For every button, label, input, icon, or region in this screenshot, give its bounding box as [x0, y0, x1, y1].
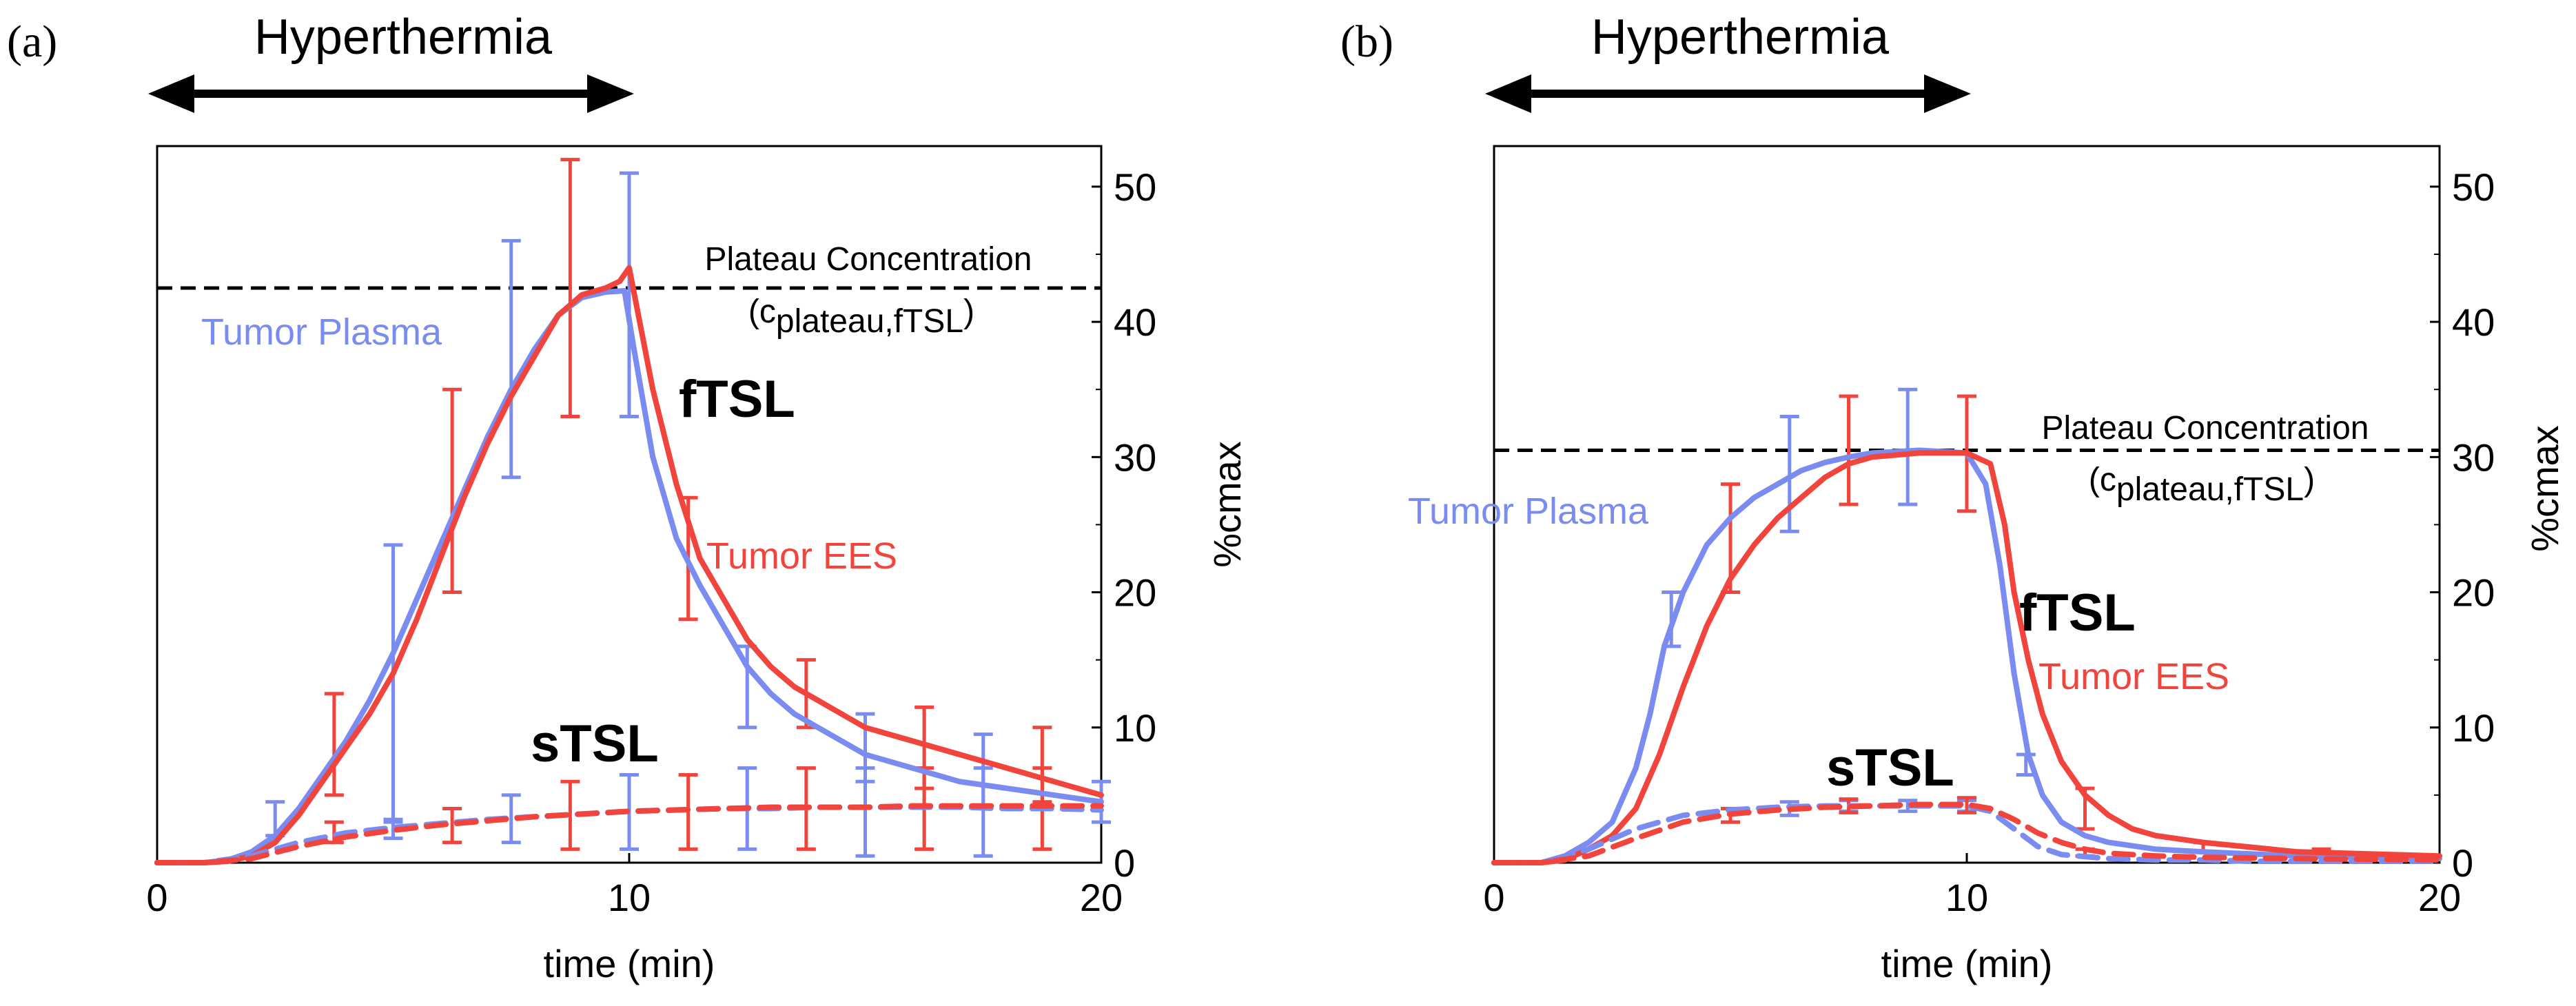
plateau-sub-text-a: plateau,fTSL: [776, 303, 963, 340]
error-bar-plasma-b: [1779, 414, 1799, 533]
y-tick-label-a: 50: [1114, 165, 1156, 209]
plateau-sub-suffix-a: ): [963, 294, 974, 330]
error-bar-ees-a: [442, 387, 462, 595]
stsl-label-b: sTSL: [1826, 739, 1954, 797]
error-bar-plasma-b: [1898, 387, 1918, 506]
plateau-label-a: Plateau Concentration: [705, 241, 1032, 278]
series-line-ftsl-tumor-ees-a: [154, 265, 1104, 865]
error-bar-ees-a: [442, 807, 462, 845]
y-tick-label-b: 0: [2452, 841, 2473, 885]
y-tick-label-b: 30: [2452, 435, 2495, 479]
y-tick-label-a: 0: [1114, 841, 1135, 885]
y-axis-label-a: %cmax: [1205, 441, 1249, 568]
ftsl-label-a: fTSL: [679, 370, 795, 429]
error-bar-ees-b: [1839, 394, 1859, 506]
error-bar-ees-a: [560, 158, 580, 418]
plateau-sub-prefix-a: (c: [748, 294, 776, 330]
hyperthermia-arrow-left-head-a: [148, 74, 194, 113]
y-axis-label-b: %cmax: [2523, 425, 2566, 552]
x-tick-label-b: 20: [2418, 876, 2461, 919]
y-tick-label-a: 10: [1114, 706, 1156, 750]
tumor-plasma-label-a: Tumor Plasma: [201, 311, 442, 353]
series-line-ftsl-tumor-ees-b: [1491, 450, 2442, 865]
hyperthermia-label-b: Hyperthermia: [1591, 10, 1890, 65]
panel-b-label: (b): [1340, 17, 1393, 67]
series-line-stsl-tumor-ees-b: [1491, 801, 2442, 865]
error-bar-plasma-a: [620, 171, 639, 418]
plateau-label-b: Plateau Concentration: [2042, 410, 2369, 446]
y-tick-label-a: 40: [1114, 300, 1156, 344]
y-tick-label-b: 20: [2452, 571, 2495, 615]
plateau-sublabel-a: (cplateau,fTSL): [748, 294, 974, 340]
y-tick-label-a: 30: [1114, 435, 1156, 479]
hyperthermia-arrow-right-head-a: [587, 74, 634, 113]
tumor-ees-label-b: Tumor EES: [2038, 656, 2229, 697]
series-line-stsl-tumor-plasma-b: [1491, 803, 2442, 865]
error-bar-plasma-a: [501, 238, 521, 480]
tumor-plasma-label-b: Tumor Plasma: [1408, 491, 1649, 532]
error-bar-ees-a: [560, 779, 580, 851]
stsl-label-a: sTSL: [531, 715, 659, 773]
x-tick-label-a: 10: [608, 876, 651, 919]
hyperthermia-label-a: Hyperthermia: [254, 10, 553, 65]
error-bar-plasma-a: [383, 817, 403, 841]
series-line-stsl-tumor-ees-a: [154, 803, 1104, 865]
plateau-sub-text-b: plateau,fTSL: [2116, 471, 2304, 508]
error-bar-ees-b: [1957, 796, 1976, 814]
x-tick-label-a: 0: [146, 876, 167, 919]
hyperthermia-arrow-a: Hyperthermia: [148, 10, 634, 113]
x-tick-label-b: 0: [1483, 876, 1504, 919]
y-tick-label-b: 40: [2452, 300, 2495, 344]
y-tick-label-b: 50: [2452, 165, 2495, 209]
y-tick-label-a: 20: [1114, 571, 1156, 615]
ftsl-label-b: fTSL: [2019, 584, 2136, 642]
hyperthermia-arrow-left-head-b: [1485, 74, 1531, 113]
tumor-ees-label-a: Tumor EES: [706, 535, 897, 577]
hyperthermia-arrow-b: Hyperthermia: [1485, 10, 1971, 113]
y-tick-label-b: 10: [2452, 706, 2495, 750]
panel-a-label: (a): [7, 17, 57, 67]
hyperthermia-arrow-right-head-b: [1924, 74, 1971, 113]
x-tick-label-a: 20: [1080, 876, 1123, 919]
x-axis-label-b: time (min): [1881, 942, 2053, 985]
plateau-sub-suffix-b: ): [2304, 462, 2315, 498]
plateau-sub-prefix-b: (c: [2089, 462, 2116, 498]
x-axis-label-a: time (min): [544, 942, 715, 985]
error-bar-plasma-a: [855, 766, 875, 858]
series-line-ftsl-tumor-plasma-b: [1491, 447, 2442, 865]
x-tick-label-b: 10: [1945, 876, 1988, 919]
plateau-sublabel-b: (cplateau,fTSL): [2089, 462, 2315, 508]
error-bar-ees-a: [324, 692, 344, 797]
error-bar-plasma-a: [501, 793, 521, 845]
